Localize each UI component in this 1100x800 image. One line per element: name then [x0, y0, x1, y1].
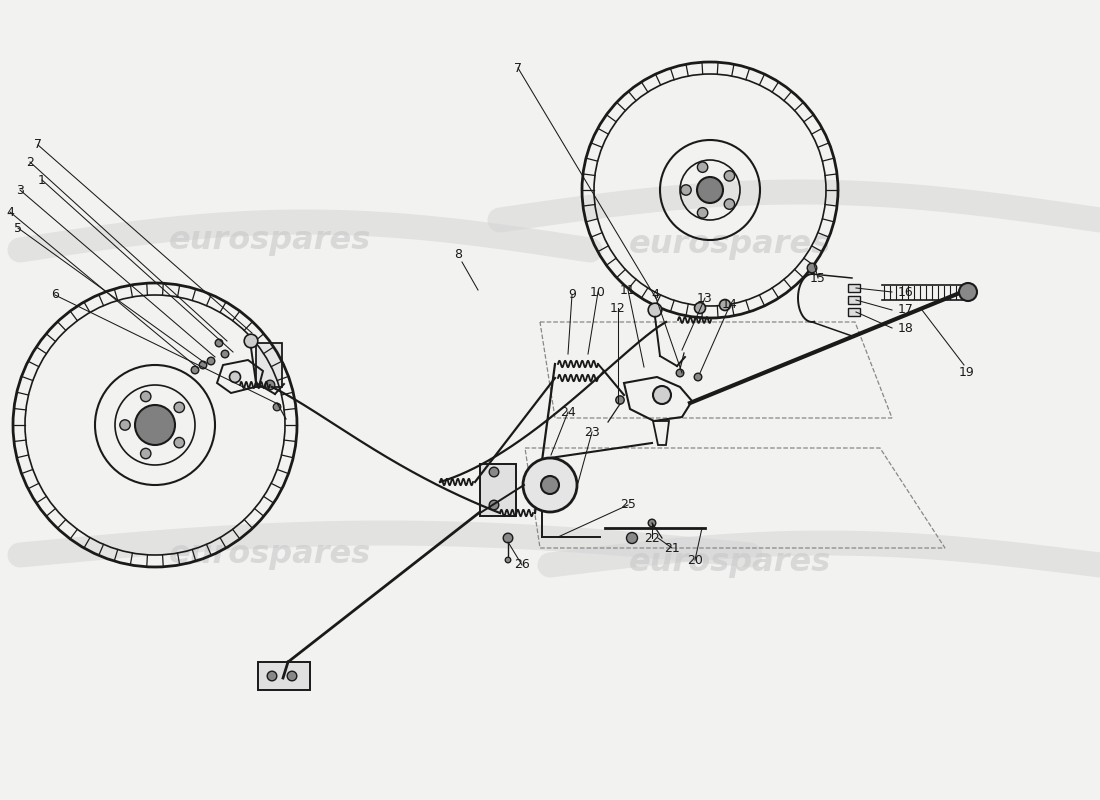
- FancyBboxPatch shape: [848, 284, 860, 292]
- FancyBboxPatch shape: [848, 308, 860, 316]
- Circle shape: [244, 334, 257, 348]
- Circle shape: [697, 177, 723, 203]
- Text: 13: 13: [697, 291, 713, 305]
- Text: 7: 7: [514, 62, 522, 74]
- Text: 3: 3: [16, 183, 24, 197]
- Circle shape: [653, 386, 671, 404]
- Text: 17: 17: [898, 303, 914, 317]
- Circle shape: [490, 467, 498, 477]
- Text: 10: 10: [590, 286, 606, 298]
- Circle shape: [694, 302, 705, 314]
- Text: eurospares: eurospares: [629, 230, 832, 261]
- Circle shape: [174, 402, 185, 413]
- Circle shape: [694, 373, 702, 381]
- Text: 22: 22: [645, 531, 660, 545]
- Circle shape: [199, 362, 207, 369]
- Text: 9: 9: [568, 289, 576, 302]
- Circle shape: [230, 371, 241, 382]
- Circle shape: [627, 533, 638, 543]
- Text: 18: 18: [898, 322, 914, 334]
- Text: 4: 4: [651, 289, 659, 302]
- Text: 25: 25: [620, 498, 636, 511]
- Circle shape: [807, 263, 817, 273]
- Text: 12: 12: [610, 302, 626, 314]
- FancyBboxPatch shape: [258, 662, 310, 690]
- Text: 4: 4: [7, 206, 14, 218]
- Text: 5: 5: [14, 222, 22, 234]
- Circle shape: [221, 350, 229, 358]
- Text: 19: 19: [959, 366, 975, 378]
- Circle shape: [724, 199, 735, 210]
- Circle shape: [503, 533, 513, 542]
- FancyBboxPatch shape: [256, 343, 282, 387]
- FancyBboxPatch shape: [848, 296, 860, 304]
- Circle shape: [273, 403, 280, 411]
- Circle shape: [719, 299, 730, 310]
- FancyBboxPatch shape: [480, 464, 516, 516]
- Circle shape: [287, 671, 297, 681]
- Text: 11: 11: [620, 283, 636, 297]
- Circle shape: [265, 380, 275, 390]
- Text: 7: 7: [34, 138, 42, 151]
- Circle shape: [216, 339, 223, 347]
- Text: 2: 2: [26, 155, 34, 169]
- Text: 1: 1: [39, 174, 46, 186]
- Circle shape: [959, 283, 977, 301]
- Circle shape: [174, 438, 185, 448]
- Circle shape: [697, 208, 707, 218]
- Text: 23: 23: [584, 426, 600, 438]
- Text: eurospares: eurospares: [169, 539, 371, 570]
- Circle shape: [135, 405, 175, 445]
- Circle shape: [141, 448, 151, 458]
- Circle shape: [522, 458, 578, 512]
- Text: 20: 20: [688, 554, 703, 566]
- Text: eurospares: eurospares: [629, 546, 832, 578]
- Circle shape: [191, 366, 199, 374]
- Circle shape: [541, 476, 559, 494]
- Circle shape: [490, 500, 498, 510]
- Text: 26: 26: [514, 558, 530, 571]
- Circle shape: [676, 370, 684, 377]
- Text: 24: 24: [560, 406, 576, 418]
- Text: 14: 14: [722, 298, 738, 311]
- Circle shape: [648, 303, 662, 317]
- Circle shape: [267, 671, 277, 681]
- Text: 8: 8: [454, 249, 462, 262]
- Circle shape: [648, 519, 656, 527]
- Circle shape: [681, 185, 691, 195]
- Text: 15: 15: [810, 271, 826, 285]
- Circle shape: [141, 391, 151, 402]
- Circle shape: [207, 357, 215, 365]
- Circle shape: [616, 396, 624, 404]
- Circle shape: [724, 170, 735, 181]
- Text: 16: 16: [898, 286, 914, 298]
- Circle shape: [697, 162, 707, 172]
- Text: eurospares: eurospares: [169, 225, 371, 255]
- Text: 6: 6: [51, 289, 59, 302]
- Circle shape: [120, 420, 130, 430]
- Text: 21: 21: [664, 542, 680, 554]
- Circle shape: [505, 557, 510, 563]
